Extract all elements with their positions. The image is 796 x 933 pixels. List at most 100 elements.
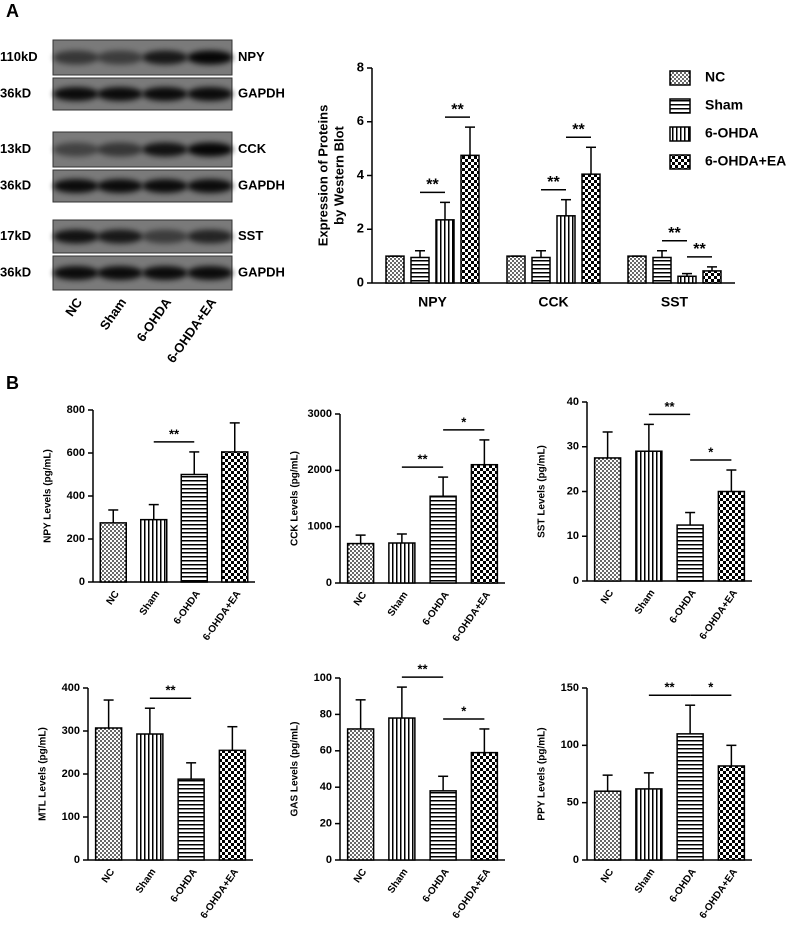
x-tick-label: Sham — [386, 590, 411, 619]
bar — [460, 154, 480, 284]
x-tick-label: 6-OHDA — [421, 590, 452, 628]
significance-label: ** — [417, 452, 428, 467]
x-tick-label: NC — [352, 590, 369, 608]
x-tick-label: NC — [599, 588, 616, 606]
bar — [635, 788, 663, 861]
panel-label: A — [6, 1, 19, 21]
error-bar — [685, 511, 696, 526]
y-tick-label: 0 — [573, 854, 579, 866]
y-tick-label: 50 — [567, 797, 579, 809]
y-tick-label: 0 — [326, 854, 332, 866]
bar — [180, 473, 208, 583]
legend-label: Sham — [705, 97, 743, 113]
blot-protein-label: SST — [238, 228, 263, 243]
error-bar — [355, 534, 366, 544]
bar — [676, 733, 704, 861]
y-tick-label: 100 — [561, 739, 579, 751]
bar — [177, 778, 205, 861]
y-tick-label: 60 — [320, 745, 332, 757]
y-tick-label: 100 — [62, 811, 80, 823]
x-tick-label: 6-OHDA+EA — [451, 590, 493, 644]
lane-label: 6-OHDA — [133, 295, 174, 345]
bar — [677, 275, 697, 284]
blot-band — [142, 179, 188, 193]
error-bar — [438, 775, 449, 791]
blot-band — [53, 50, 99, 65]
x-tick-label: NC — [599, 867, 616, 885]
y-tick-label: 4 — [357, 167, 365, 182]
y-tick-label: 20 — [320, 818, 332, 830]
y-tick-label: 0 — [357, 274, 364, 289]
y-axis-label: by Western Blot — [331, 125, 346, 224]
blot-band — [97, 229, 143, 244]
y-tick-label: 400 — [67, 490, 85, 502]
y-tick-label: 400 — [62, 682, 80, 694]
bar — [717, 765, 746, 861]
significance-label: * — [461, 703, 467, 718]
y-tick-label: 300 — [62, 725, 80, 737]
blot-band — [53, 87, 99, 101]
bar — [221, 451, 249, 583]
blot-protein-label: GAPDH — [238, 85, 285, 100]
error-bar — [707, 266, 717, 271]
x-tick-label: 6-OHDA — [169, 867, 200, 905]
error-bar — [657, 250, 667, 258]
bar — [429, 790, 457, 861]
error-bar — [440, 201, 450, 220]
bar — [385, 255, 405, 284]
y-tick-label: 80 — [320, 708, 332, 720]
blot-protein-label: NPY — [238, 49, 265, 64]
blot-band — [187, 142, 233, 157]
bar — [717, 490, 746, 582]
blot-band — [97, 266, 143, 280]
error-bar — [186, 762, 197, 780]
blot-protein-label: GAPDH — [238, 264, 285, 279]
error-bar — [643, 423, 654, 452]
blot-protein-label: CCK — [238, 141, 267, 156]
significance-label: ** — [426, 177, 439, 194]
bar — [506, 255, 526, 284]
x-tick-label: 6-OHDA+EA — [698, 588, 740, 642]
blot-band — [97, 179, 143, 193]
x-tick-label: NC — [352, 867, 369, 885]
blot-band — [142, 87, 188, 101]
blot-band — [142, 142, 188, 157]
y-axis-label: GAS Levels (pg/mL) — [290, 721, 301, 816]
bar — [388, 542, 416, 584]
x-tick-label: Sham — [633, 588, 658, 617]
legend-swatch — [669, 154, 691, 170]
error-bar — [355, 699, 366, 729]
significance-label: ** — [451, 101, 464, 118]
x-tick-label: Sham — [134, 867, 159, 896]
error-bar — [229, 422, 240, 452]
bar — [94, 727, 123, 861]
error-bar — [726, 469, 737, 492]
y-tick-label: 200 — [67, 533, 85, 545]
y-tick-label: 6 — [357, 113, 364, 128]
blot-size-label: 36kD — [0, 85, 31, 100]
y-tick-label: 8 — [357, 59, 364, 74]
blot-band — [187, 229, 233, 244]
blot-band — [187, 50, 233, 65]
bar — [593, 457, 622, 582]
x-tick-label: 6-OHDA — [172, 589, 203, 627]
lane-label: NC — [62, 295, 85, 319]
y-tick-label: 3000 — [308, 408, 332, 420]
bar — [218, 749, 247, 861]
legend-label: 6-OHDA — [705, 125, 759, 141]
y-tick-label: 2 — [357, 221, 364, 236]
bar — [435, 219, 455, 284]
y-tick-label: 0 — [79, 576, 85, 588]
significance-label: * — [461, 414, 467, 429]
blot-band — [187, 179, 233, 193]
significance-label: ** — [547, 174, 560, 191]
blot-protein-label: GAPDH — [238, 177, 285, 192]
blot-band — [53, 142, 99, 157]
x-tick-label: NPY — [418, 294, 447, 310]
error-bar — [643, 772, 654, 789]
significance-label: * — [708, 680, 714, 695]
y-tick-label: 800 — [67, 404, 85, 416]
significance-label: ** — [417, 662, 428, 677]
blot-size-label: 36kD — [0, 177, 31, 192]
y-tick-label: 150 — [561, 682, 579, 694]
